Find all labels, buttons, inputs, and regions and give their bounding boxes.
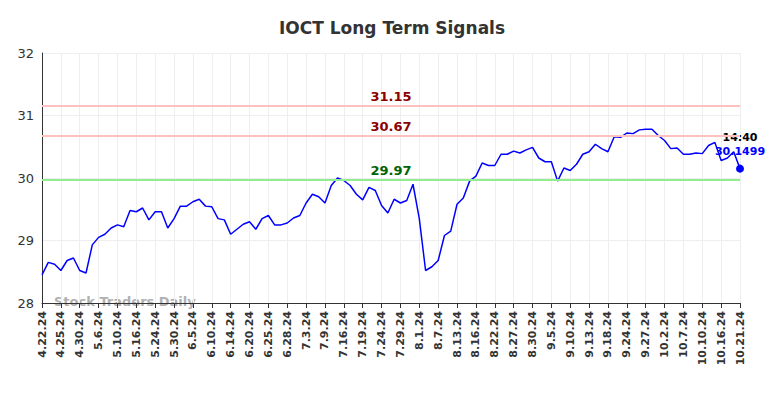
svg-text:30.1499: 30.1499 — [715, 145, 765, 158]
svg-text:14:40: 14:40 — [722, 131, 757, 144]
svg-text:7.29.24: 7.29.24 — [394, 311, 407, 358]
svg-text:7.3.24: 7.3.24 — [300, 311, 313, 350]
svg-text:6.25.24: 6.25.24 — [262, 311, 275, 358]
svg-text:9.5.24: 9.5.24 — [545, 311, 558, 350]
svg-text:8.27.24: 8.27.24 — [507, 311, 520, 358]
svg-text:31: 31 — [17, 108, 34, 123]
svg-text:4.30.24: 4.30.24 — [73, 311, 86, 358]
svg-text:10.10.24: 10.10.24 — [696, 311, 709, 366]
svg-text:10.16.24: 10.16.24 — [715, 311, 728, 366]
svg-text:5.24.24: 5.24.24 — [149, 311, 162, 358]
svg-text:9.18.24: 9.18.24 — [601, 311, 614, 358]
svg-text:8.7.24: 8.7.24 — [432, 311, 445, 350]
svg-text:7.24.24: 7.24.24 — [375, 311, 388, 358]
svg-text:4.25.24: 4.25.24 — [54, 311, 67, 358]
svg-text:7.16.24: 7.16.24 — [337, 311, 350, 358]
svg-text:7.19.24: 7.19.24 — [356, 311, 369, 358]
svg-text:29: 29 — [17, 233, 34, 248]
svg-text:5.6.24: 5.6.24 — [92, 311, 105, 350]
svg-text:10.2.24: 10.2.24 — [658, 311, 671, 358]
svg-text:5.16.24: 5.16.24 — [130, 311, 143, 358]
svg-text:8.1.24: 8.1.24 — [413, 311, 426, 350]
svg-text:5.10.24: 5.10.24 — [111, 311, 124, 358]
svg-text:6.5.24: 6.5.24 — [186, 311, 199, 350]
svg-text:4.22.24: 4.22.24 — [36, 311, 49, 358]
svg-text:10.7.24: 10.7.24 — [677, 311, 690, 358]
svg-text:5.30.24: 5.30.24 — [168, 311, 181, 358]
svg-text:30: 30 — [17, 171, 34, 186]
svg-text:7.9.24: 7.9.24 — [318, 311, 331, 350]
svg-text:31.15: 31.15 — [370, 89, 411, 104]
svg-text:9.24.24: 9.24.24 — [620, 311, 633, 358]
svg-text:28: 28 — [17, 296, 34, 311]
svg-text:9.27.24: 9.27.24 — [639, 311, 652, 358]
svg-text:8.22.24: 8.22.24 — [488, 311, 501, 358]
svg-text:6.10.24: 6.10.24 — [205, 311, 218, 358]
svg-text:32: 32 — [17, 46, 34, 61]
svg-text:IOCT Long Term Signals: IOCT Long Term Signals — [279, 18, 505, 38]
svg-text:10.21.24: 10.21.24 — [734, 311, 747, 366]
svg-text:Stock Traders Daily: Stock Traders Daily — [54, 294, 196, 309]
svg-text:8.30.24: 8.30.24 — [526, 311, 539, 358]
svg-text:6.28.24: 6.28.24 — [281, 311, 294, 358]
svg-text:8.16.24: 8.16.24 — [469, 311, 482, 358]
svg-text:9.10.24: 9.10.24 — [564, 311, 577, 358]
svg-text:6.20.24: 6.20.24 — [243, 311, 256, 358]
svg-text:8.13.24: 8.13.24 — [451, 311, 464, 358]
svg-text:30.67: 30.67 — [370, 119, 411, 134]
svg-text:6.14.24: 6.14.24 — [224, 311, 237, 358]
svg-text:29.97: 29.97 — [370, 163, 411, 178]
svg-text:9.13.24: 9.13.24 — [583, 311, 596, 358]
